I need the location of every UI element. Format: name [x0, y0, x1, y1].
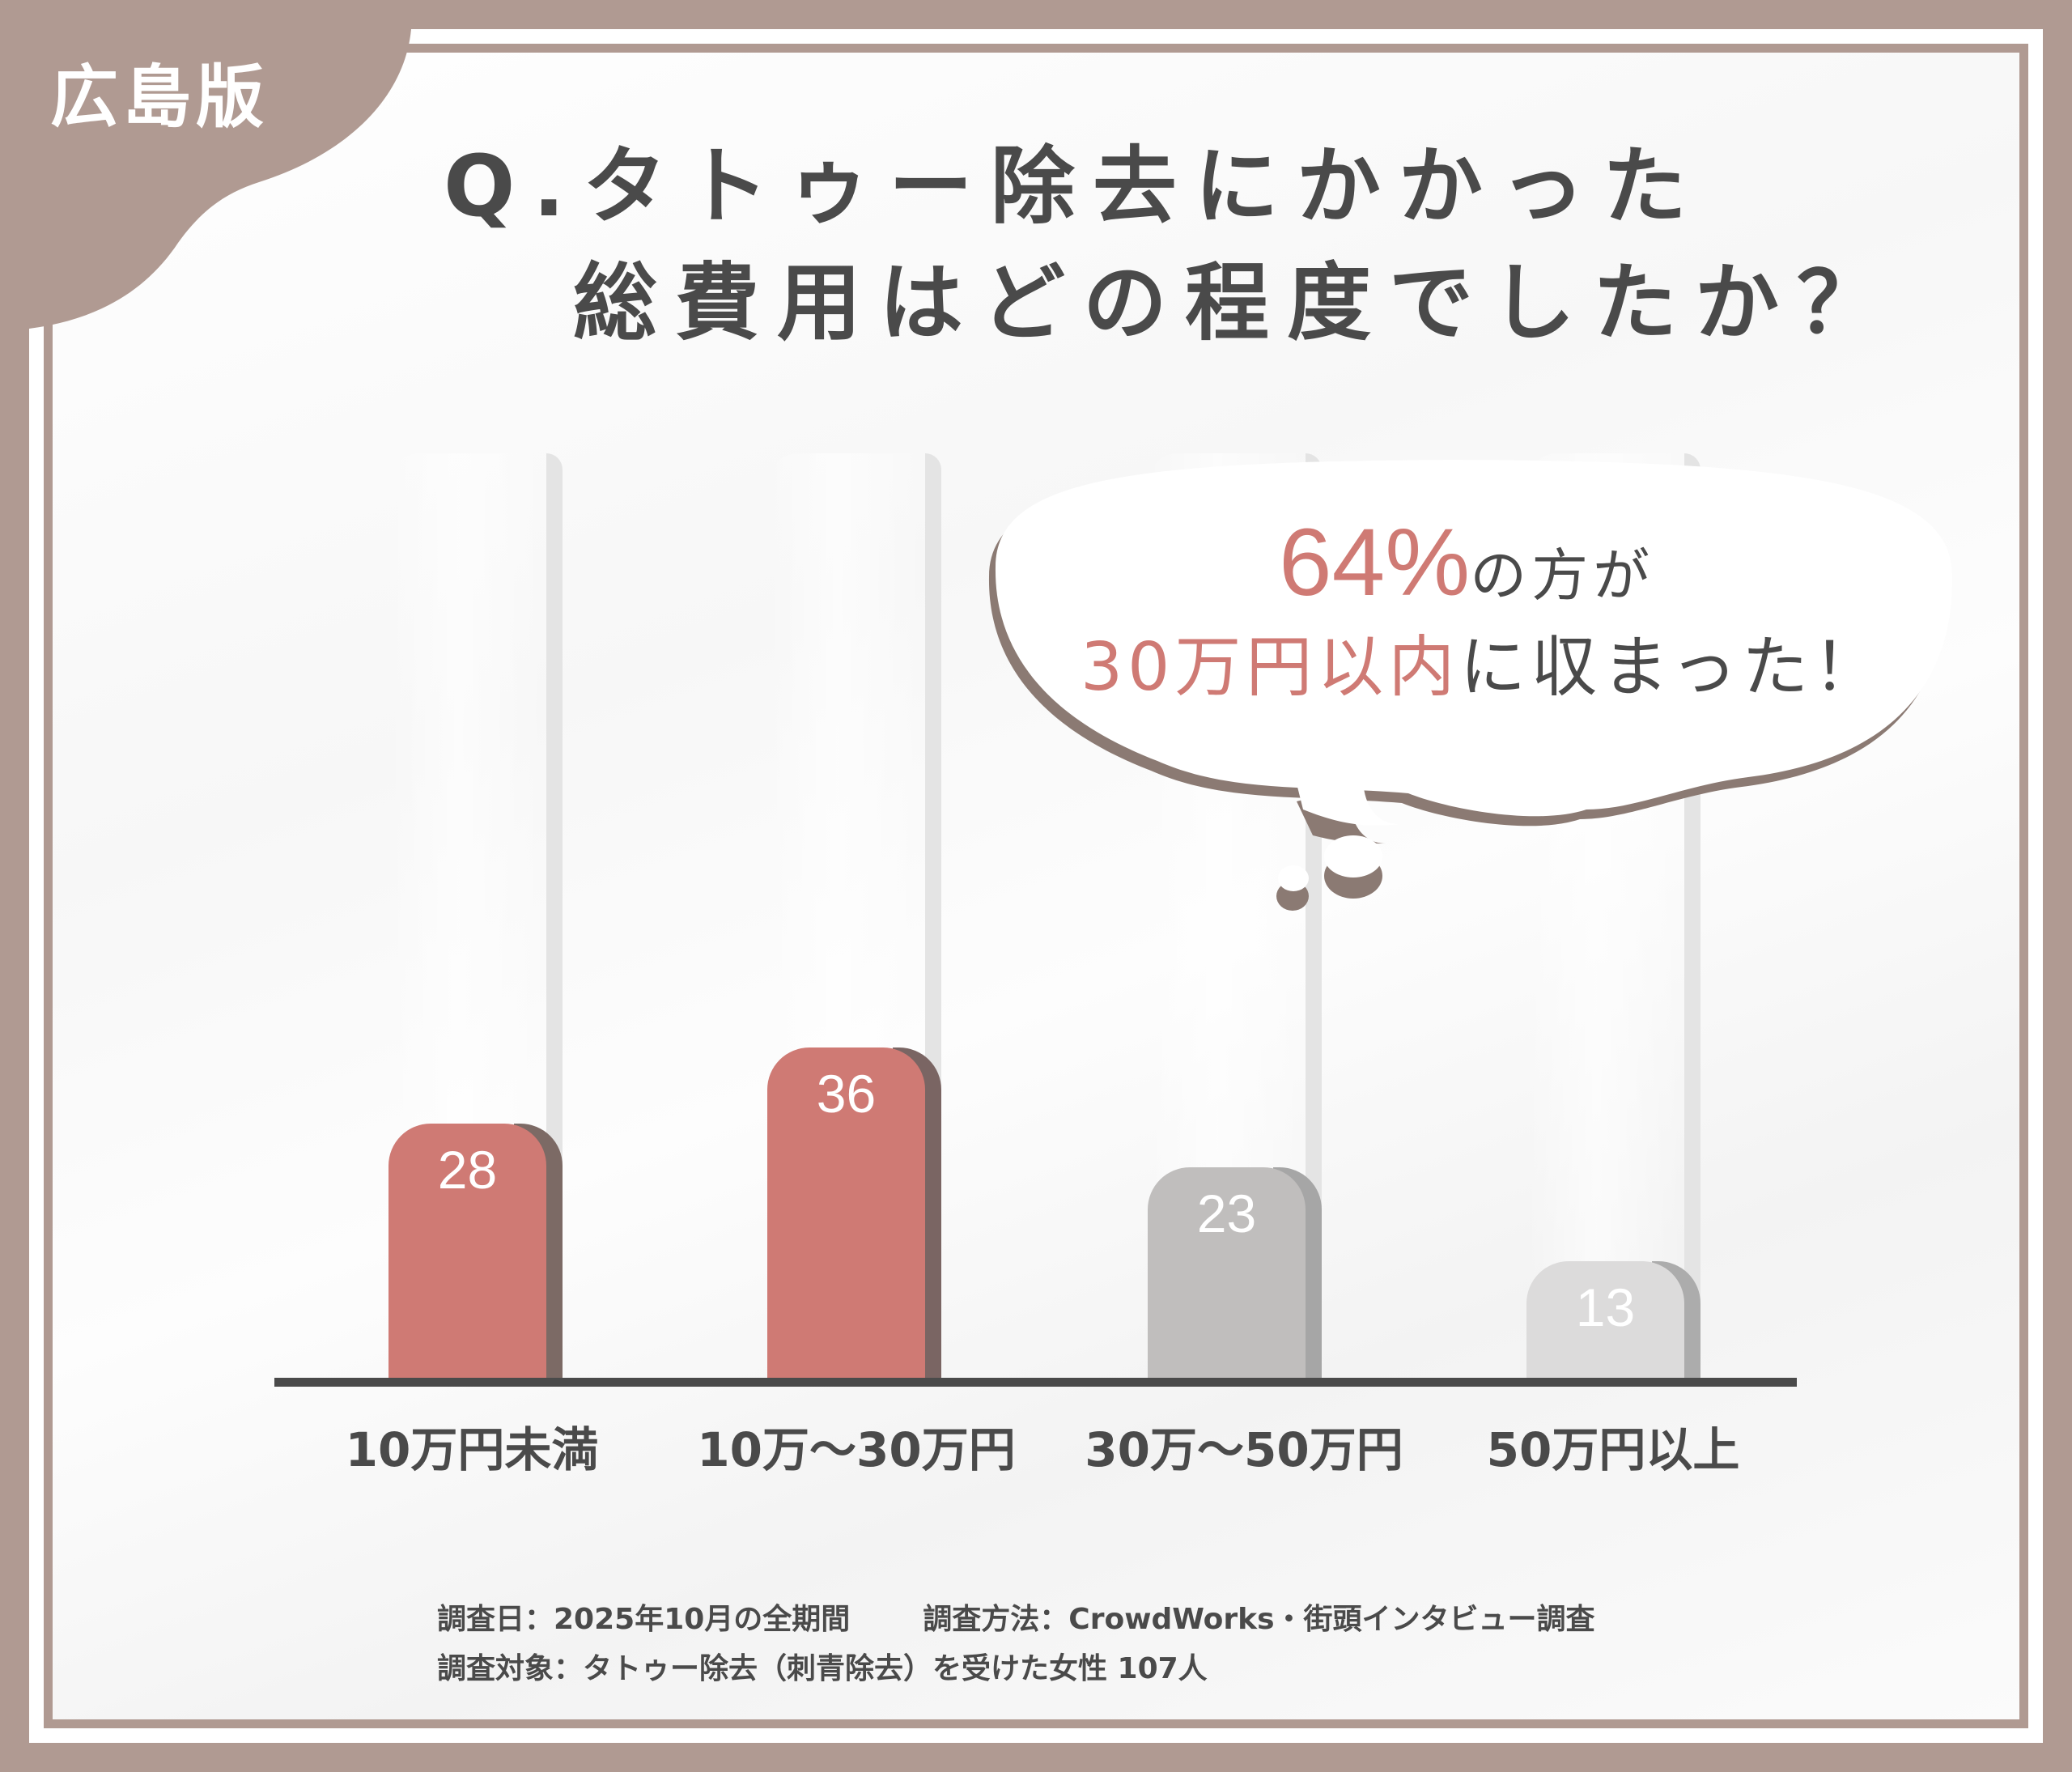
chart-title-line2: 総費用はどの程度でしたか？ — [573, 253, 1900, 352]
callout-line1-rest: の方が — [1470, 542, 1655, 609]
category-label-1: 10万円未満 — [345, 1422, 599, 1477]
bar-value-label: 13 — [1575, 1277, 1636, 1337]
bar-value-label: 23 — [1196, 1183, 1257, 1243]
bar-face — [388, 1124, 546, 1378]
bar-10man-miman: 28 — [388, 1124, 563, 1378]
bar-10man-30man: 36 — [767, 1047, 941, 1378]
bar-face — [1148, 1167, 1306, 1378]
survey-target: 調査対象：タトゥー除去（刺青除去）を受けた女性 107人 — [437, 1652, 1208, 1685]
callout-line2: 30万円以内に収まった！ — [1081, 635, 1884, 701]
callout-range-highlight: 30万円以内 — [1081, 629, 1460, 706]
speech-bubble — [988, 460, 1953, 911]
survey-date: 調査日：2025年10月の全期間 — [437, 1603, 851, 1636]
callout-line2-rest: に収まった！ — [1459, 629, 1885, 706]
region-badge: 広島版 — [50, 57, 270, 137]
corner-blob-decoration — [0, 0, 421, 340]
bar-face — [1526, 1261, 1684, 1378]
chart-title-line1: Q.タトゥー除去にかかった — [444, 137, 1705, 236]
category-label-3: 30万〜50万円 — [1085, 1422, 1403, 1477]
callout-line1: 64%の方が — [1279, 515, 1654, 610]
bar-value-label: 36 — [816, 1064, 877, 1124]
bar-50man-ijou: 13 — [1526, 1261, 1700, 1378]
bar-face — [767, 1047, 925, 1378]
category-label-2: 10万〜30万円 — [697, 1422, 1016, 1477]
survey-notes-line1: 調査日：2025年10月の全期間 調査方法：CrowdWorks・街頭インタビュー… — [437, 1605, 1595, 1634]
category-label-4: 50万円以上 — [1486, 1422, 1740, 1477]
bar-value-label: 28 — [437, 1140, 498, 1200]
x-axis-baseline — [274, 1378, 1797, 1387]
callout-percentage: 64% — [1279, 509, 1471, 616]
bar-30man-50man: 23 — [1148, 1167, 1322, 1378]
survey-method: 調査方法：CrowdWorks・街頭インタビュー調査 — [923, 1603, 1595, 1636]
survey-notes-line2: 調査対象：タトゥー除去（刺青除去）を受けた女性 107人 — [437, 1655, 1208, 1684]
